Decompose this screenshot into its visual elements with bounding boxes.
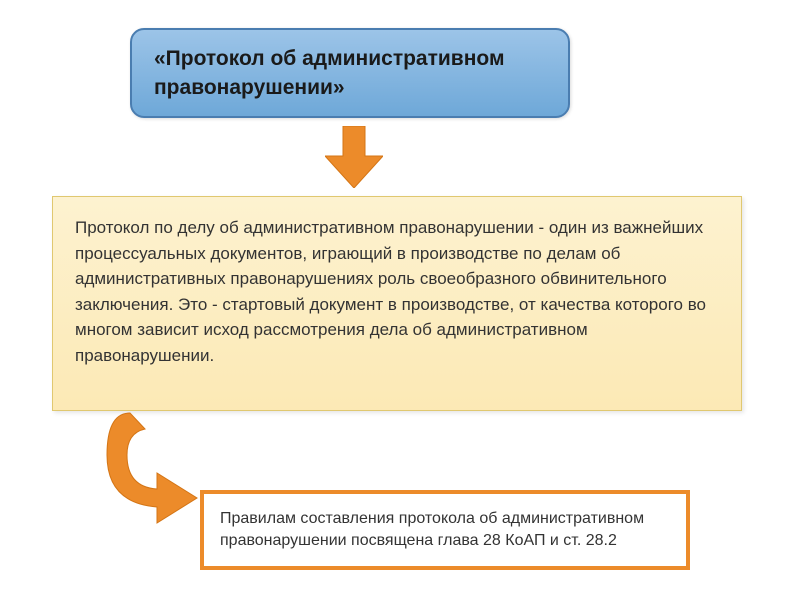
title-text: «Протокол об административном правонаруш… <box>154 44 546 103</box>
curved-arrow-icon <box>95 405 205 530</box>
arrow-down-icon <box>325 126 383 193</box>
footer-text: Правилам составления протокола об админи… <box>220 508 670 553</box>
footer-box: Правилам составления протокола об админи… <box>200 490 690 570</box>
content-box: Протокол по делу об административном пра… <box>52 196 742 411</box>
title-box: «Протокол об административном правонаруш… <box>130 28 570 118</box>
content-text: Протокол по делу об административном пра… <box>75 215 719 368</box>
